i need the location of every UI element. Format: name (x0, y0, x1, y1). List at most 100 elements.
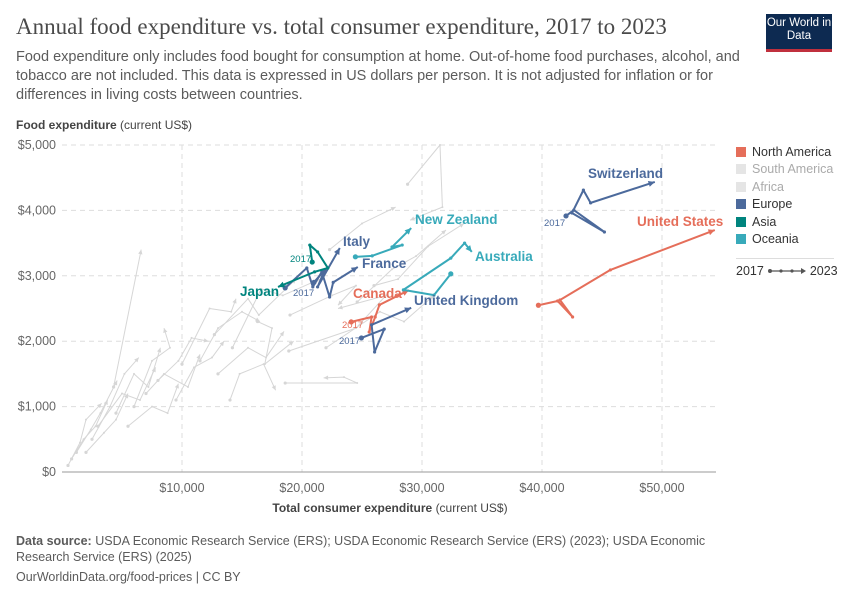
data-point-other-country (427, 245, 429, 248)
data-point-other-country (397, 278, 399, 281)
data-point-united-kingdom (373, 350, 377, 354)
data-point-other-country (257, 314, 260, 317)
start-year-united-kingdom: 2017 (339, 336, 361, 347)
end-arrow-other-country (134, 357, 139, 363)
start-point-other-country (198, 359, 202, 363)
end-arrow-other-country (338, 300, 343, 306)
data-point-other-country (262, 363, 265, 366)
data-point-other-country (281, 294, 284, 297)
legend-item-oceania[interactable]: Oceania (736, 231, 833, 249)
start-point-canada (348, 319, 354, 325)
label-canada[interactable]: Canada (353, 286, 402, 301)
start-point-other-country (216, 372, 220, 376)
label-united-kingdom[interactable]: United Kingdom (414, 293, 519, 308)
end-arrow-other-country (390, 207, 396, 212)
start-point-other-country (355, 300, 359, 304)
x-axis-label-unit: (current US$) (435, 501, 508, 515)
end-arrow-italy (334, 248, 340, 255)
end-arrow-other-country (441, 230, 446, 235)
data-point-other-country (441, 206, 444, 209)
end-arrow-other-country (429, 295, 434, 301)
data-point-switzerland (602, 230, 607, 234)
series-line-other-country (288, 294, 387, 352)
y-tick-label: $5,000 (18, 138, 56, 152)
data-point-new-zealand (390, 245, 394, 249)
series-line-other-country (217, 331, 285, 375)
start-point-other-country (283, 381, 287, 385)
data-point-new-zealand (370, 254, 374, 258)
data-point-other-country (238, 372, 241, 375)
data-point-other-country (356, 382, 359, 385)
series-line-other-country (231, 278, 321, 348)
y-tick-label: $3,000 (18, 269, 56, 283)
data-point-other-country (230, 310, 233, 313)
series-line-other-country (75, 380, 118, 453)
label-france[interactable]: France (362, 256, 407, 271)
start-point-other-country (230, 346, 234, 350)
start-point-other-country (70, 457, 74, 461)
legend-item-africa[interactable]: Africa (736, 178, 833, 196)
end-arrow-other-country (196, 354, 201, 360)
x-tick-label: $10,000 (159, 481, 204, 495)
series-line-other-country (257, 321, 294, 365)
legend: North America South America Africa Europ… (736, 143, 833, 248)
series-line-other-country (85, 393, 129, 453)
label-switzerland[interactable]: Switzerland (588, 166, 664, 181)
data-point-other-country (115, 418, 117, 421)
start-point-other-country (288, 313, 292, 317)
owid-logo[interactable]: Our World in Data (766, 14, 832, 52)
start-point-other-country (144, 391, 148, 396)
legend-swatch (736, 146, 746, 157)
y-tick-label: $2,000 (18, 334, 56, 348)
data-point-other-country (247, 346, 249, 349)
start-year-france: 2017 (293, 288, 315, 299)
series-line-other-country (97, 367, 157, 427)
series-line-other-country (145, 354, 201, 394)
data-point-other-country (193, 366, 195, 369)
data-point-japan (313, 270, 317, 274)
label-australia[interactable]: Australia (475, 249, 533, 264)
data-point-united-states (558, 298, 562, 302)
label-japan[interactable]: Japan (240, 284, 280, 299)
legend-item-south-america[interactable]: South America (736, 161, 833, 179)
start-point-new-zealand (352, 254, 358, 260)
end-arrow-australia (465, 245, 472, 252)
x-tick-label: $30,000 (399, 481, 444, 495)
data-point-other-country (217, 327, 219, 330)
series-line-other-country (407, 144, 443, 221)
end-arrow-other-country (219, 341, 224, 347)
data-point-other-country (379, 310, 381, 313)
legend-item-north-america[interactable]: North America (736, 143, 833, 161)
label-new-zealand[interactable]: New Zealand (415, 212, 498, 227)
legend-label: Europe (752, 197, 793, 212)
end-arrow-other-country (279, 331, 284, 337)
legend-item-asia[interactable]: Asia (736, 213, 833, 231)
data-point-other-country (355, 284, 357, 287)
legend-item-europe[interactable]: Europe (736, 196, 833, 214)
start-point-united-states (535, 302, 542, 308)
label-italy[interactable]: Italy (343, 234, 371, 249)
y-tick-label: $0 (42, 465, 56, 479)
footer-url[interactable]: OurWorldinData.org/food-prices | CC BY (16, 570, 241, 584)
time-start-label: 2017 (736, 264, 764, 278)
data-point-other-country (121, 392, 123, 395)
end-arrow-united-states (707, 229, 715, 236)
x-tick-label: $40,000 (519, 481, 564, 495)
series-line-other-country (71, 399, 109, 460)
end-arrow-other-country (138, 249, 143, 255)
data-point-japan (308, 243, 312, 247)
data-point-australia (463, 241, 467, 245)
y-axis-label: Food expenditure (current US$) (16, 118, 192, 132)
data-point-australia (432, 293, 436, 297)
data-point-other-country (343, 376, 345, 379)
end-arrow-other-country (459, 223, 464, 228)
data-point-new-zealand (400, 243, 404, 247)
end-arrow-france (350, 266, 358, 273)
label-united-states[interactable]: United States (637, 214, 724, 229)
end-arrow-other-country (113, 380, 118, 386)
start-point-other-country (126, 424, 130, 428)
legend-swatch (736, 199, 746, 210)
data-point-other-country (190, 336, 193, 339)
data-point-switzerland (589, 201, 593, 205)
series-line-other-country (373, 223, 465, 287)
